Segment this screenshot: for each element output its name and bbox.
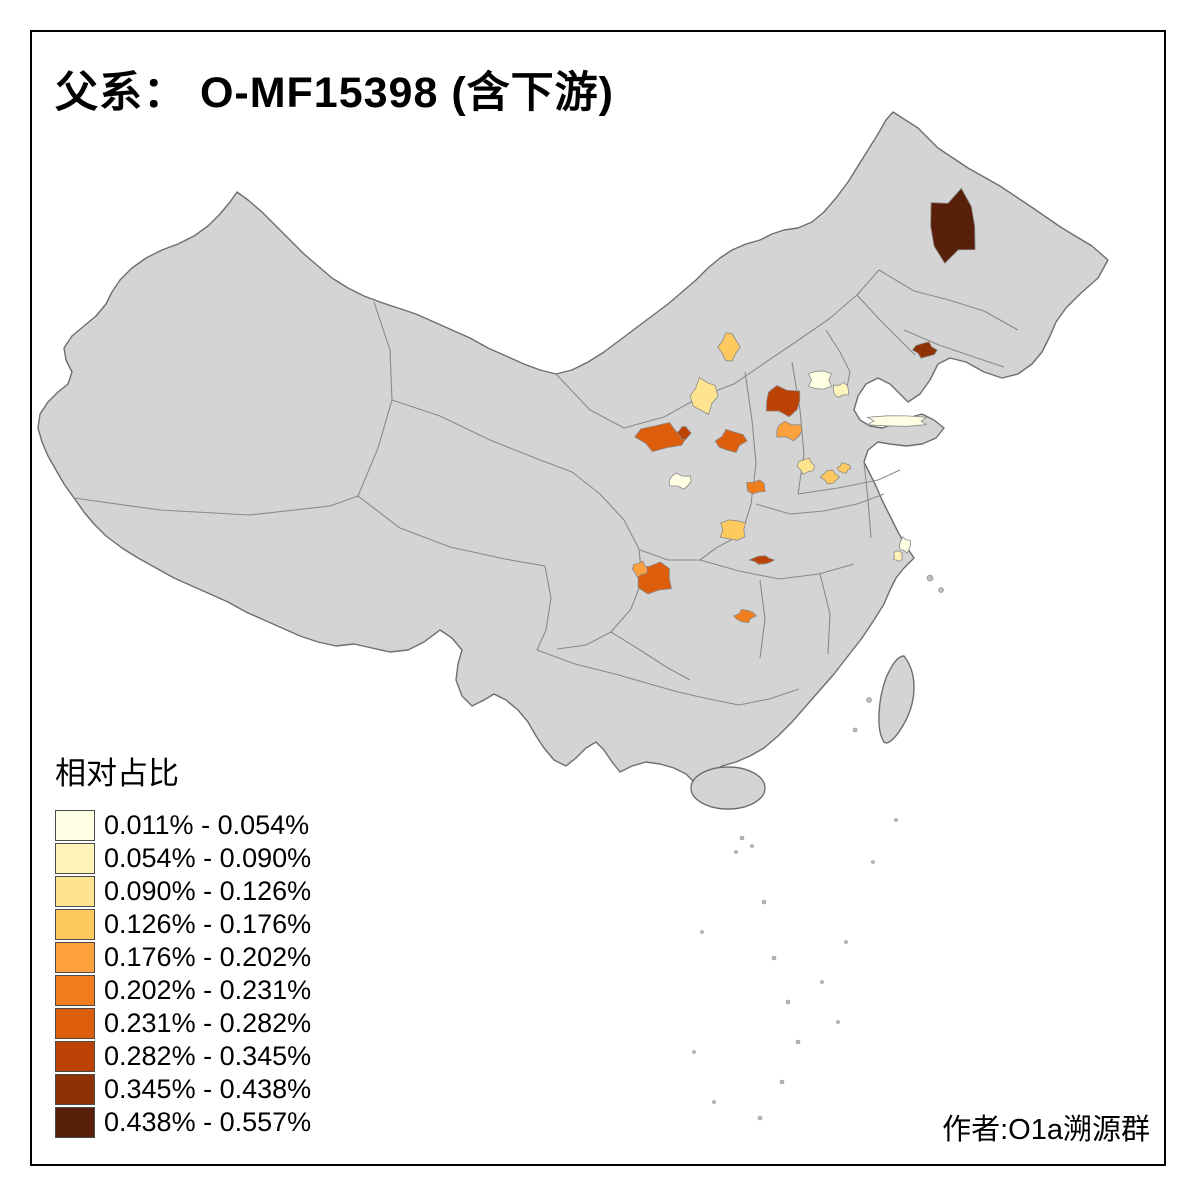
map-region-hubei-dark-spot [748, 555, 776, 565]
map-region-gansu-orange [634, 421, 688, 453]
map-region-ningxia-orange [714, 428, 748, 453]
map-region-coastal-cream [898, 536, 912, 554]
map-region-henan-amber-2 [836, 462, 852, 474]
legend-label-2: 0.090% - 0.126% [104, 876, 312, 906]
legend-swatch-4 [55, 942, 95, 973]
legend-row-8: 0.345% - 0.438% [55, 1073, 311, 1106]
legend-title: 相对占比 [55, 756, 179, 791]
map-region-hebei-cream [807, 370, 832, 390]
legend-row-4: 0.176% - 0.202% [55, 941, 311, 974]
legend: 相对占比 0.011% - 0.054% 0.054% - 0.090% 0.090… [55, 748, 311, 1139]
legend-row-5: 0.202% - 0.231% [55, 974, 311, 1007]
legend-row-0: 0.011% - 0.054% [55, 809, 311, 842]
map-region-north-amber [717, 332, 741, 362]
map-region-liaoning [912, 341, 938, 359]
legend-swatch-6 [55, 1008, 95, 1039]
map-region-chengdu-west [631, 560, 648, 578]
map-region-northeast-dark [930, 187, 976, 264]
legend-swatch-3 [55, 909, 95, 940]
map-region-gansu-south-cream [668, 472, 692, 490]
map-region-henan-yellow [796, 457, 816, 475]
legend-label-0: 0.011% - 0.054% [104, 810, 310, 840]
legend-swatch-8 [55, 1074, 95, 1105]
legend-row-6: 0.231% - 0.282% [55, 1007, 311, 1040]
legend-items: 0.011% - 0.054% 0.054% - 0.090% 0.090% - 0… [55, 809, 311, 1139]
legend-row-9: 0.438% - 0.557% [55, 1106, 311, 1139]
legend-row-3: 0.126% - 0.176% [55, 908, 311, 941]
legend-label-6: 0.231% - 0.282% [104, 1008, 312, 1038]
map-region-shaanxi-center [746, 479, 766, 495]
map-region-shandong-cream [865, 415, 928, 427]
legend-row-7: 0.282% - 0.345% [55, 1040, 311, 1073]
map-region-shanxi-dark-orange [765, 385, 801, 418]
map-region-henan-amber-1 [819, 469, 841, 485]
legend-label-1: 0.054% - 0.090% [104, 843, 312, 873]
legend-label-8: 0.345% - 0.438% [104, 1074, 312, 1104]
taiwan-island [878, 655, 915, 744]
legend-label-9: 0.438% - 0.557% [104, 1107, 312, 1137]
legend-swatch-5 [55, 975, 95, 1006]
map-region-north-yellow [689, 376, 719, 416]
map-region-shaanxi-north [776, 420, 803, 442]
legend-swatch-0 [55, 810, 95, 841]
legend-row-1: 0.054% - 0.090% [55, 842, 311, 875]
legend-label-5: 0.202% - 0.231% [104, 975, 312, 1005]
legend-label-4: 0.176% - 0.202% [104, 942, 312, 972]
figure-frame [30, 30, 1166, 1166]
legend-row-2: 0.090% - 0.126% [55, 875, 311, 908]
map-region-gansu-dark-spot [676, 426, 692, 440]
map-region-shaanxi-south-amber [719, 519, 747, 541]
legend-swatch-9 [55, 1107, 95, 1138]
map-title: 父系： O-MF15398 (含下游) [55, 69, 614, 117]
map-region-hunan-orange [732, 608, 758, 624]
map-region-hebei-pale [832, 382, 850, 398]
legend-swatch-2 [55, 876, 95, 907]
mainland-outline [37, 111, 1109, 795]
legend-label-3: 0.126% - 0.176% [104, 909, 312, 939]
highlighted-regions [631, 187, 976, 624]
legend-swatch-7 [55, 1041, 95, 1072]
hainan-island [690, 766, 766, 810]
legend-swatch-1 [55, 843, 95, 874]
map-region-coastal-pale [893, 550, 903, 562]
legend-label-7: 0.282% - 0.345% [104, 1041, 312, 1071]
attribution: 作者:O1a溯源群 [942, 1114, 1150, 1146]
small-islands [692, 574, 944, 1121]
